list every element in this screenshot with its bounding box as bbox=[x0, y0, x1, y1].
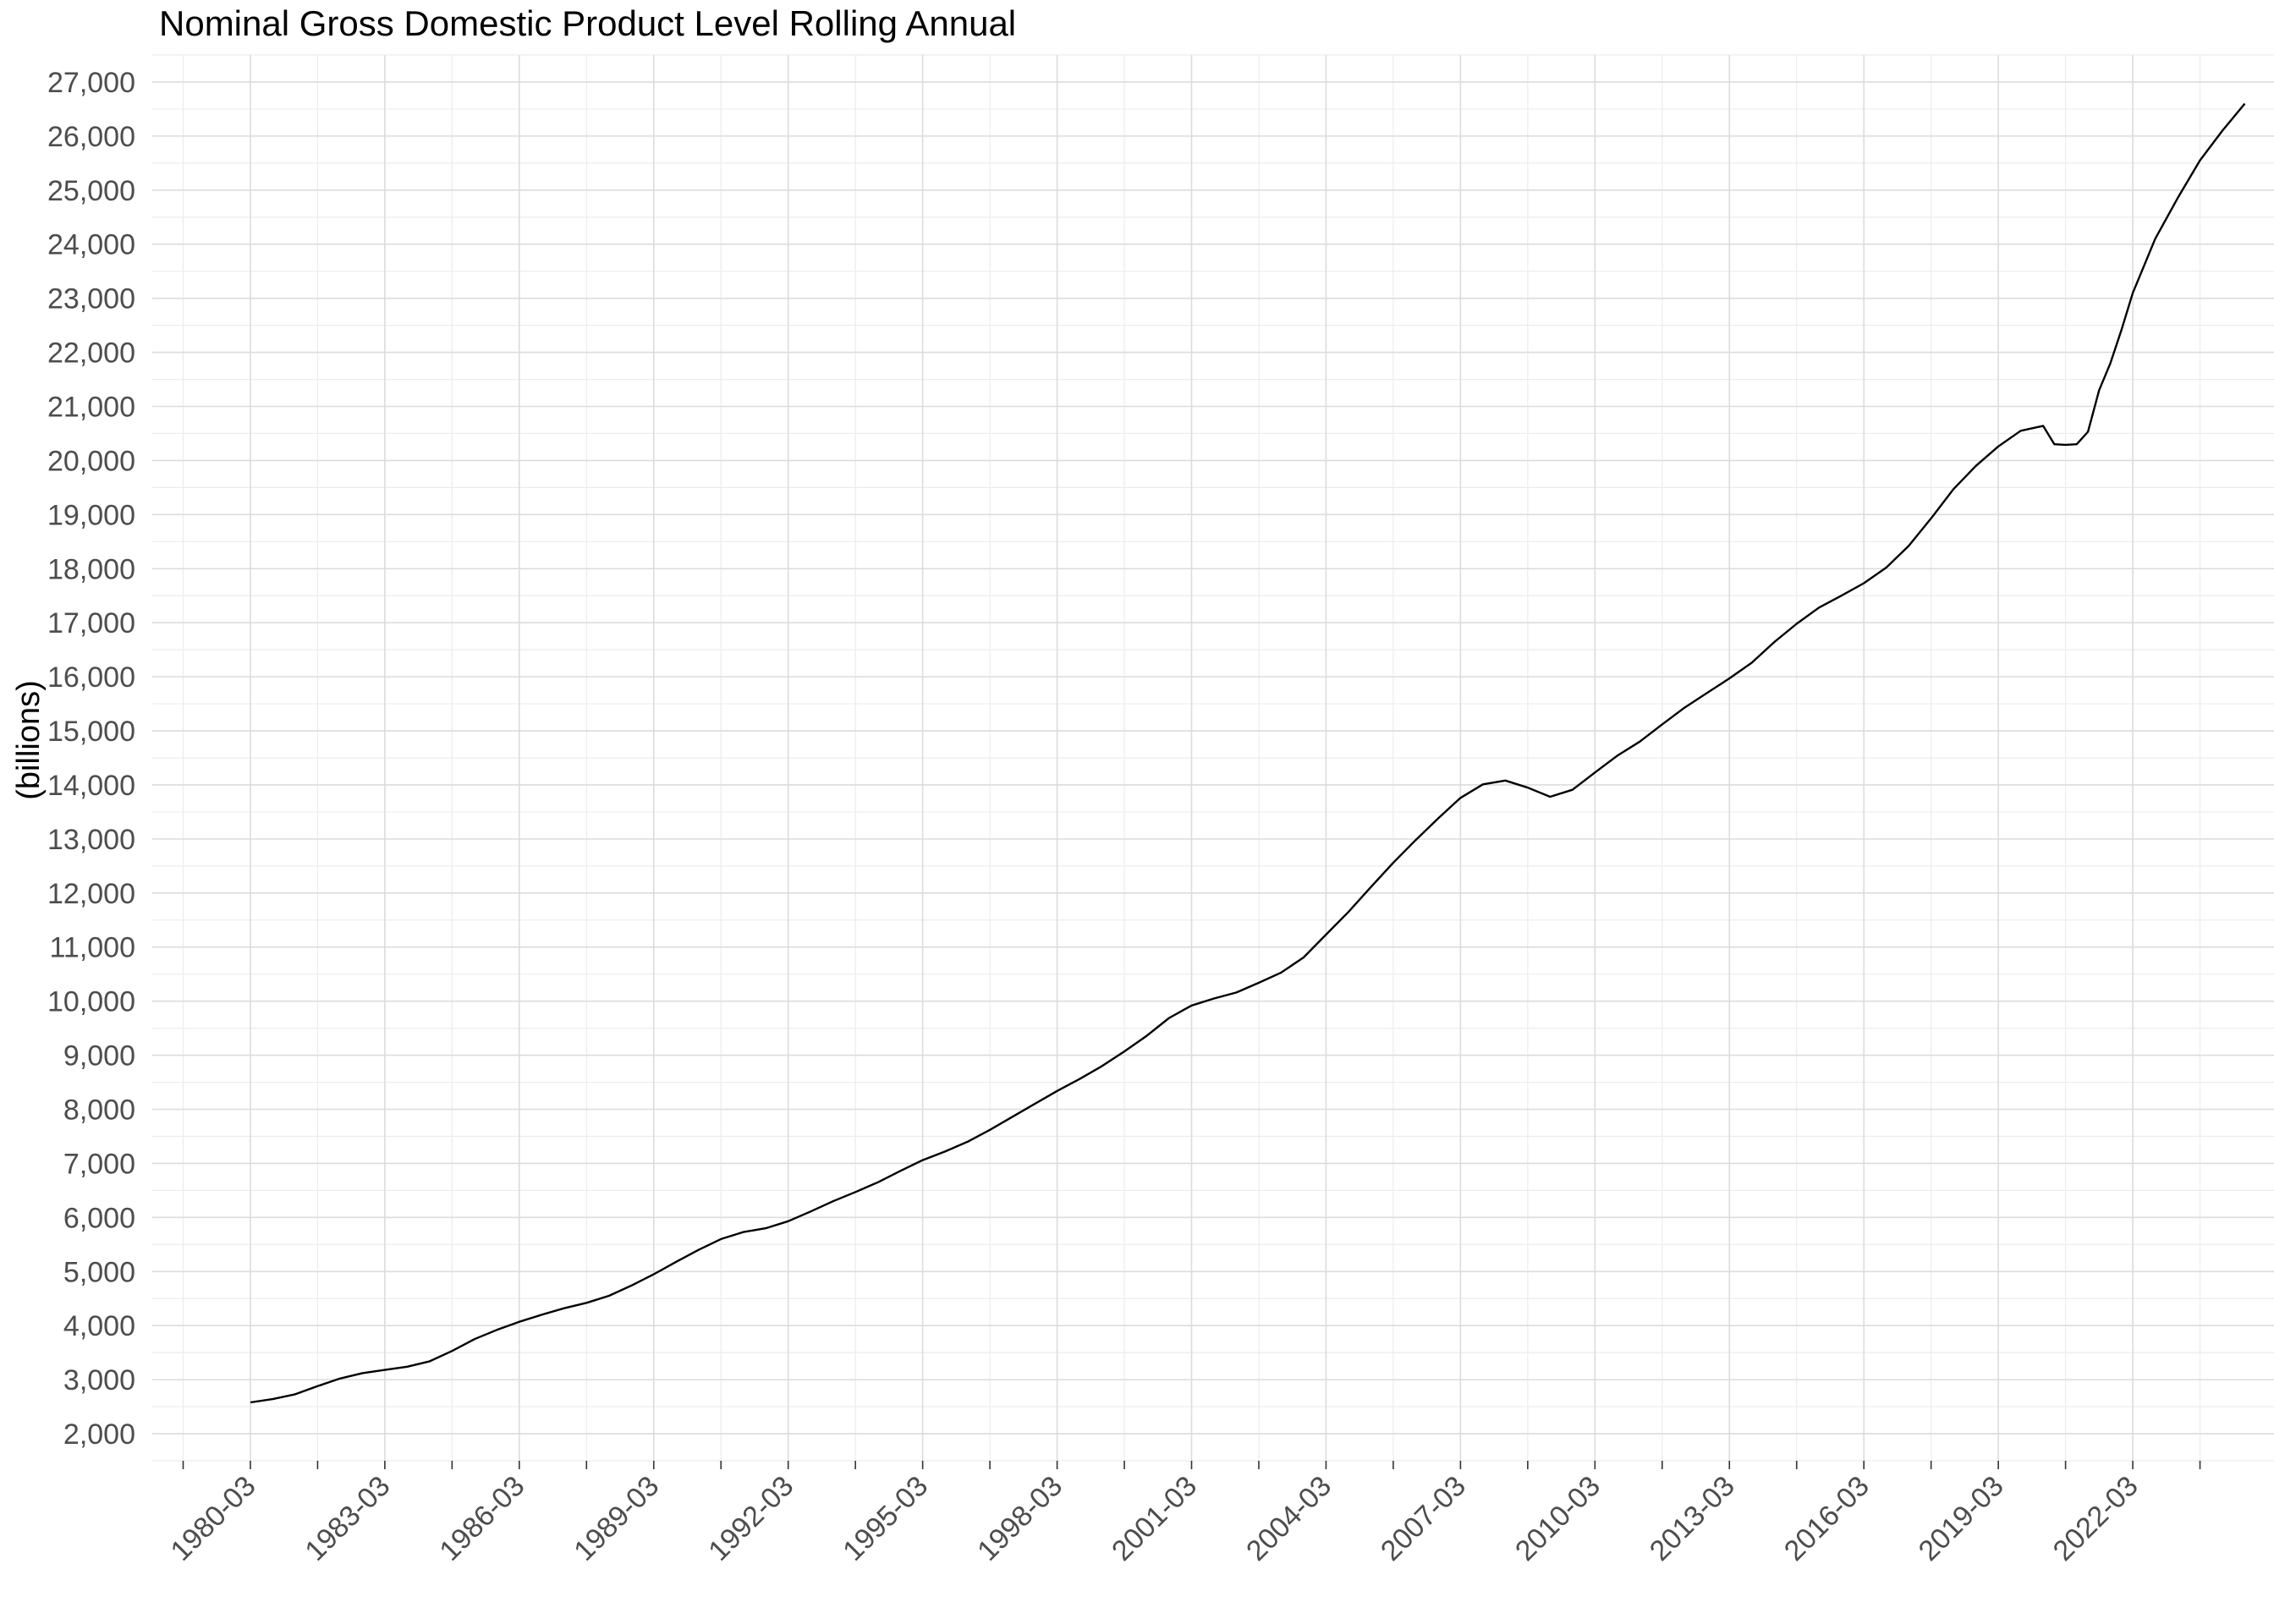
y-tick-label: 13,000 bbox=[47, 824, 135, 856]
y-tick-label: 11,000 bbox=[50, 932, 135, 964]
x-tick-label: 1992-03 bbox=[702, 1470, 799, 1567]
major-gridlines bbox=[152, 55, 2274, 1461]
x-tick-label: 2004-03 bbox=[1240, 1470, 1337, 1567]
x-tick-label: 2013-03 bbox=[1644, 1470, 1741, 1567]
x-axis-tick-labels: 1980-03 1983-03 1986-03 1989-03 1992-03 1995-… bbox=[165, 1470, 2145, 1567]
x-tick-label: 1980-03 bbox=[165, 1470, 262, 1567]
x-tick-label: 1983-03 bbox=[299, 1470, 396, 1567]
y-tick-label: 18,000 bbox=[47, 553, 135, 585]
y-tick-label: 14,000 bbox=[47, 770, 135, 802]
x-tick-label: 2016-03 bbox=[1778, 1470, 1876, 1567]
y-tick-label: 6,000 bbox=[63, 1202, 135, 1234]
y-axis-tick-labels: 2,000 3,000 4,000 5,000 6,000 7,000 8,000 9,000… bbox=[47, 67, 135, 1451]
x-tick-label: 1989-03 bbox=[568, 1470, 665, 1567]
y-tick-label: 8,000 bbox=[63, 1095, 135, 1127]
y-tick-label: 16,000 bbox=[47, 661, 135, 694]
y-tick-label: 2,000 bbox=[63, 1418, 135, 1451]
x-tick-label: 2007-03 bbox=[1375, 1470, 1472, 1567]
y-tick-label: 24,000 bbox=[47, 229, 135, 261]
x-tick-label: 2019-03 bbox=[1913, 1470, 2010, 1567]
y-tick-label: 17,000 bbox=[47, 607, 135, 639]
y-tick-label: 15,000 bbox=[47, 716, 135, 748]
y-tick-label: 5,000 bbox=[63, 1256, 135, 1288]
y-tick-label: 19,000 bbox=[47, 499, 135, 531]
y-tick-label: 4,000 bbox=[63, 1310, 135, 1342]
x-tick-label: 2010-03 bbox=[1509, 1470, 1607, 1567]
y-axis-title: (billions) bbox=[11, 680, 47, 799]
y-tick-label: 26,000 bbox=[47, 121, 135, 153]
y-tick-label: 21,000 bbox=[47, 392, 135, 424]
y-tick-label: 23,000 bbox=[47, 283, 135, 315]
y-tick-label: 20,000 bbox=[47, 445, 135, 477]
y-tick-label: 12,000 bbox=[47, 878, 135, 910]
y-tick-label: 3,000 bbox=[63, 1364, 135, 1396]
y-tick-label: 27,000 bbox=[47, 67, 135, 99]
y-tick-label: 9,000 bbox=[63, 1040, 135, 1073]
series-line bbox=[250, 102, 2246, 1404]
y-tick-label: 22,000 bbox=[47, 337, 135, 370]
x-tick-label: 1986-03 bbox=[433, 1470, 530, 1567]
x-tick-label: 1995-03 bbox=[837, 1470, 934, 1567]
y-tick-label: 10,000 bbox=[47, 986, 135, 1018]
x-axis-ticks bbox=[182, 1461, 2201, 1469]
y-tick-label: 25,000 bbox=[47, 175, 135, 207]
x-tick-label: 1998-03 bbox=[971, 1470, 1068, 1567]
chart-title: Nominal Gross Domestic Product Level Rol… bbox=[159, 3, 1017, 43]
minor-gridlines bbox=[152, 54, 2274, 1462]
x-tick-label: 2022-03 bbox=[2047, 1470, 2145, 1567]
y-tick-label: 7,000 bbox=[63, 1148, 135, 1180]
x-tick-label: 2001-03 bbox=[1106, 1470, 1203, 1567]
